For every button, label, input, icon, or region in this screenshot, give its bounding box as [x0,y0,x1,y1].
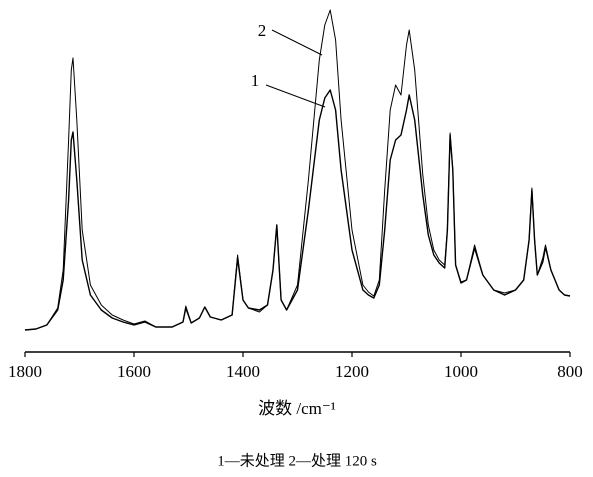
spectrum-line [24,9,571,331]
x-axis-label: 波数 /cm⁻¹ [258,399,336,418]
x-tick-label: 1000 [444,362,478,381]
series-label: 2 [258,21,267,40]
x-tick-label: 1400 [226,362,260,381]
spectrum-line [24,89,571,331]
x-tick-label: 1200 [335,362,369,381]
x-tick-label: 800 [557,362,583,381]
series-label: 1 [251,71,260,90]
leader-line [271,29,323,56]
caption: 1—未处理 2—处理 120 s [217,452,377,469]
x-tick-label: 1600 [117,362,151,381]
x-tick-label: 1800 [8,362,42,381]
